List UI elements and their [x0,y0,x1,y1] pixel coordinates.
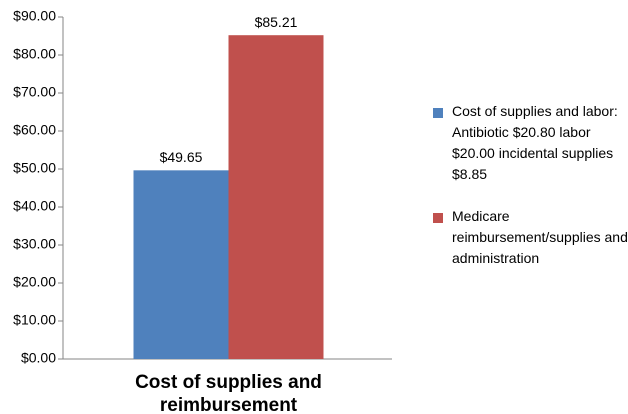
y-tick-label: $20.00 [13,274,56,290]
x-tick-label: Cost of supplies and reimbursement [135,372,322,414]
y-tick-label: $40.00 [13,198,56,214]
bar [133,170,229,359]
value-label: $85.21 [255,14,298,30]
legend-swatch [433,108,443,118]
legend-swatch [433,213,443,223]
y-tick-label: $80.00 [13,46,56,62]
y-tick-label: $50.00 [13,160,56,176]
y-tick-label: $0.00 [21,350,56,366]
legend-label: Cost of supplies and labor: Antibiotic $… [452,103,618,182]
bar [228,35,324,360]
y-tick-label: $70.00 [13,84,56,100]
y-tick-label: $10.00 [13,312,56,328]
value-label: $49.65 [160,149,203,165]
y-tick-label: $30.00 [13,236,56,252]
y-tick-label: $60.00 [13,122,56,138]
y-tick-label: $90.00 [13,8,56,24]
legend-label: Medicare reimbursement/supplies and admi… [452,208,628,266]
